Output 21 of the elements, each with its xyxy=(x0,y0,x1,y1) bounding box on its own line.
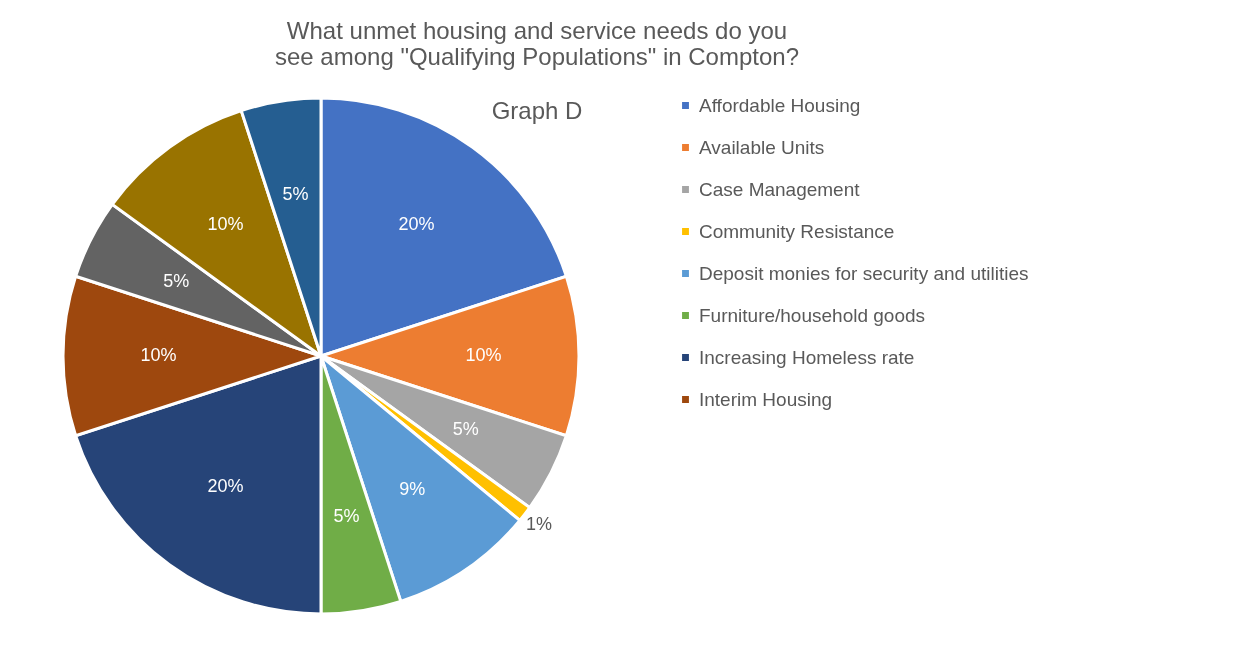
legend-label: Interim Housing xyxy=(699,388,833,410)
data-label: 20% xyxy=(398,213,435,234)
legend-label: Available Units xyxy=(699,136,825,158)
data-label: 10% xyxy=(465,345,502,365)
data-label: 9% xyxy=(399,479,426,500)
legend-label: Furniture/household goods xyxy=(699,304,926,326)
data-label: 5% xyxy=(333,505,360,526)
legend-label: Increasing Homeless rate xyxy=(699,346,915,368)
legend-label: Deposit monies for security and utilities xyxy=(699,262,1029,284)
data-label: 5% xyxy=(282,184,309,205)
data-label: 5% xyxy=(163,271,190,292)
legend-label: Affordable Housing xyxy=(699,94,861,116)
data-label: 1% xyxy=(526,514,553,535)
data-label: 10% xyxy=(207,213,244,234)
legend-label: Case Management xyxy=(699,178,861,200)
data-label: 5% xyxy=(452,418,479,439)
data-label: 10% xyxy=(140,345,177,365)
data-label: 20% xyxy=(207,476,244,497)
legend-label: Community Resistance xyxy=(699,220,895,242)
chart-subtitle: Graph D xyxy=(491,97,583,125)
chart-title: What unmet housing and service needs do you see among "Qualifying Populations" in Compton? xyxy=(274,17,800,71)
